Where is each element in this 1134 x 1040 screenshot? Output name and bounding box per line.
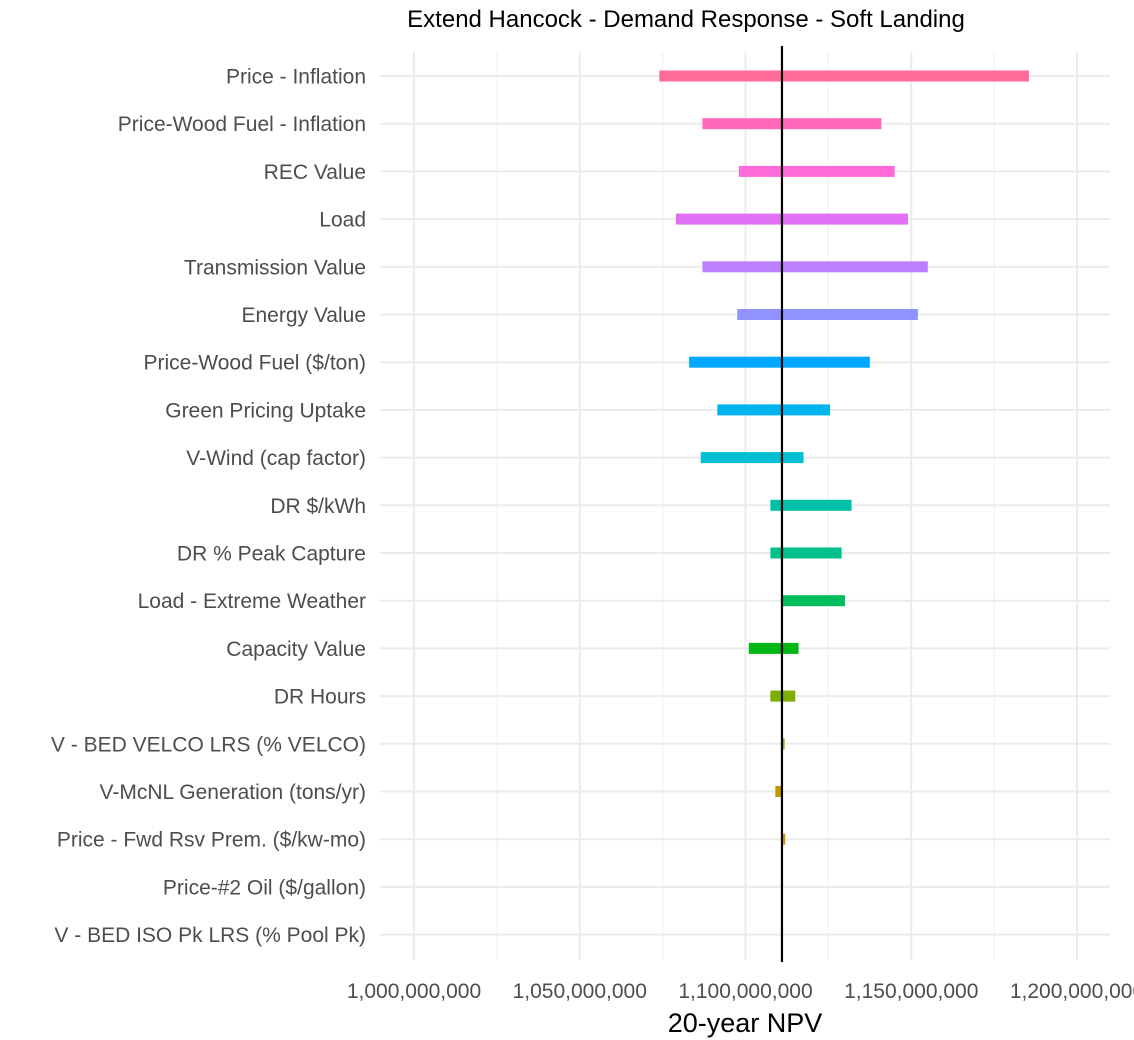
bar-rec-value bbox=[738, 165, 895, 177]
bar-price-wood-fuel-ton bbox=[689, 356, 870, 368]
category-label: Energy Value bbox=[241, 304, 366, 327]
category-label: V-McNL Generation (tons/yr) bbox=[100, 781, 366, 804]
category-label: V-Wind (cap factor) bbox=[186, 447, 366, 470]
bar-capacity-value bbox=[748, 642, 799, 654]
x-tick-label: 1,050,000,000 bbox=[513, 980, 647, 1003]
bar-energy-value bbox=[737, 309, 918, 320]
category-label: Transmission Value bbox=[184, 256, 366, 279]
category-label: REC Value bbox=[264, 161, 366, 184]
x-tick-label: 1,200,000,000 bbox=[1010, 980, 1134, 1003]
bars-group bbox=[659, 70, 1029, 845]
bar-price-inflation bbox=[659, 70, 1029, 82]
category-label: Price - Inflation bbox=[226, 66, 366, 89]
bar-v-wind-cap-factor bbox=[700, 452, 804, 464]
x-tick-label: 1,000,000,000 bbox=[347, 980, 481, 1003]
category-label: Price - Fwd Rsv Prem. ($/kw-mo) bbox=[57, 829, 366, 852]
bar-dr-peak-capture bbox=[770, 547, 842, 559]
category-label: Capacity Value bbox=[226, 638, 366, 661]
category-label: DR Hours bbox=[274, 686, 366, 709]
bar-v-bed-velco-lrs-velco bbox=[781, 738, 785, 750]
bar-load bbox=[675, 213, 908, 225]
category-label: DR % Peak Capture bbox=[177, 543, 366, 566]
bar-load-extreme-weather bbox=[781, 595, 845, 607]
category-label: Green Pricing Uptake bbox=[165, 399, 366, 422]
bar-green-pricing-uptake bbox=[717, 404, 831, 416]
bar-transmission-value bbox=[702, 261, 928, 273]
category-label: Load - Extreme Weather bbox=[138, 590, 366, 613]
grid-lines bbox=[380, 52, 1110, 960]
category-label: V - BED VELCO LRS (% VELCO) bbox=[51, 733, 366, 756]
x-axis-title: 20-year NPV bbox=[668, 1008, 823, 1038]
bar-price-fwd-rsv-prem-kw-mo bbox=[781, 833, 786, 845]
bar-price-wood-fuel-inflation bbox=[702, 118, 882, 130]
category-label: V - BED ISO Pk LRS (% Pool Pk) bbox=[54, 924, 366, 947]
chart-title: Extend Hancock - Demand Response - Soft … bbox=[407, 6, 965, 33]
x-tick-label: 1,150,000,000 bbox=[844, 980, 978, 1003]
category-label: Price-#2 Oil ($/gallon) bbox=[163, 876, 366, 899]
category-label: Load bbox=[319, 209, 366, 232]
x-tick-label: 1,100,000,000 bbox=[678, 980, 812, 1003]
bar-v-mcnl-generation-tons-yr bbox=[775, 786, 782, 797]
x-axis-tick-labels: 1,000,000,000 1,050,000,000 1,100,000,000 1… bbox=[347, 980, 1134, 1003]
category-label: Price-Wood Fuel - Inflation bbox=[118, 113, 366, 136]
category-label: Price-Wood Fuel ($/ton) bbox=[143, 352, 366, 375]
category-label: DR $/kWh bbox=[270, 495, 366, 518]
bar-dr-kwh bbox=[770, 499, 852, 511]
category-labels: Price - Inflation Price-Wood Fuel - Infla… bbox=[51, 66, 366, 948]
